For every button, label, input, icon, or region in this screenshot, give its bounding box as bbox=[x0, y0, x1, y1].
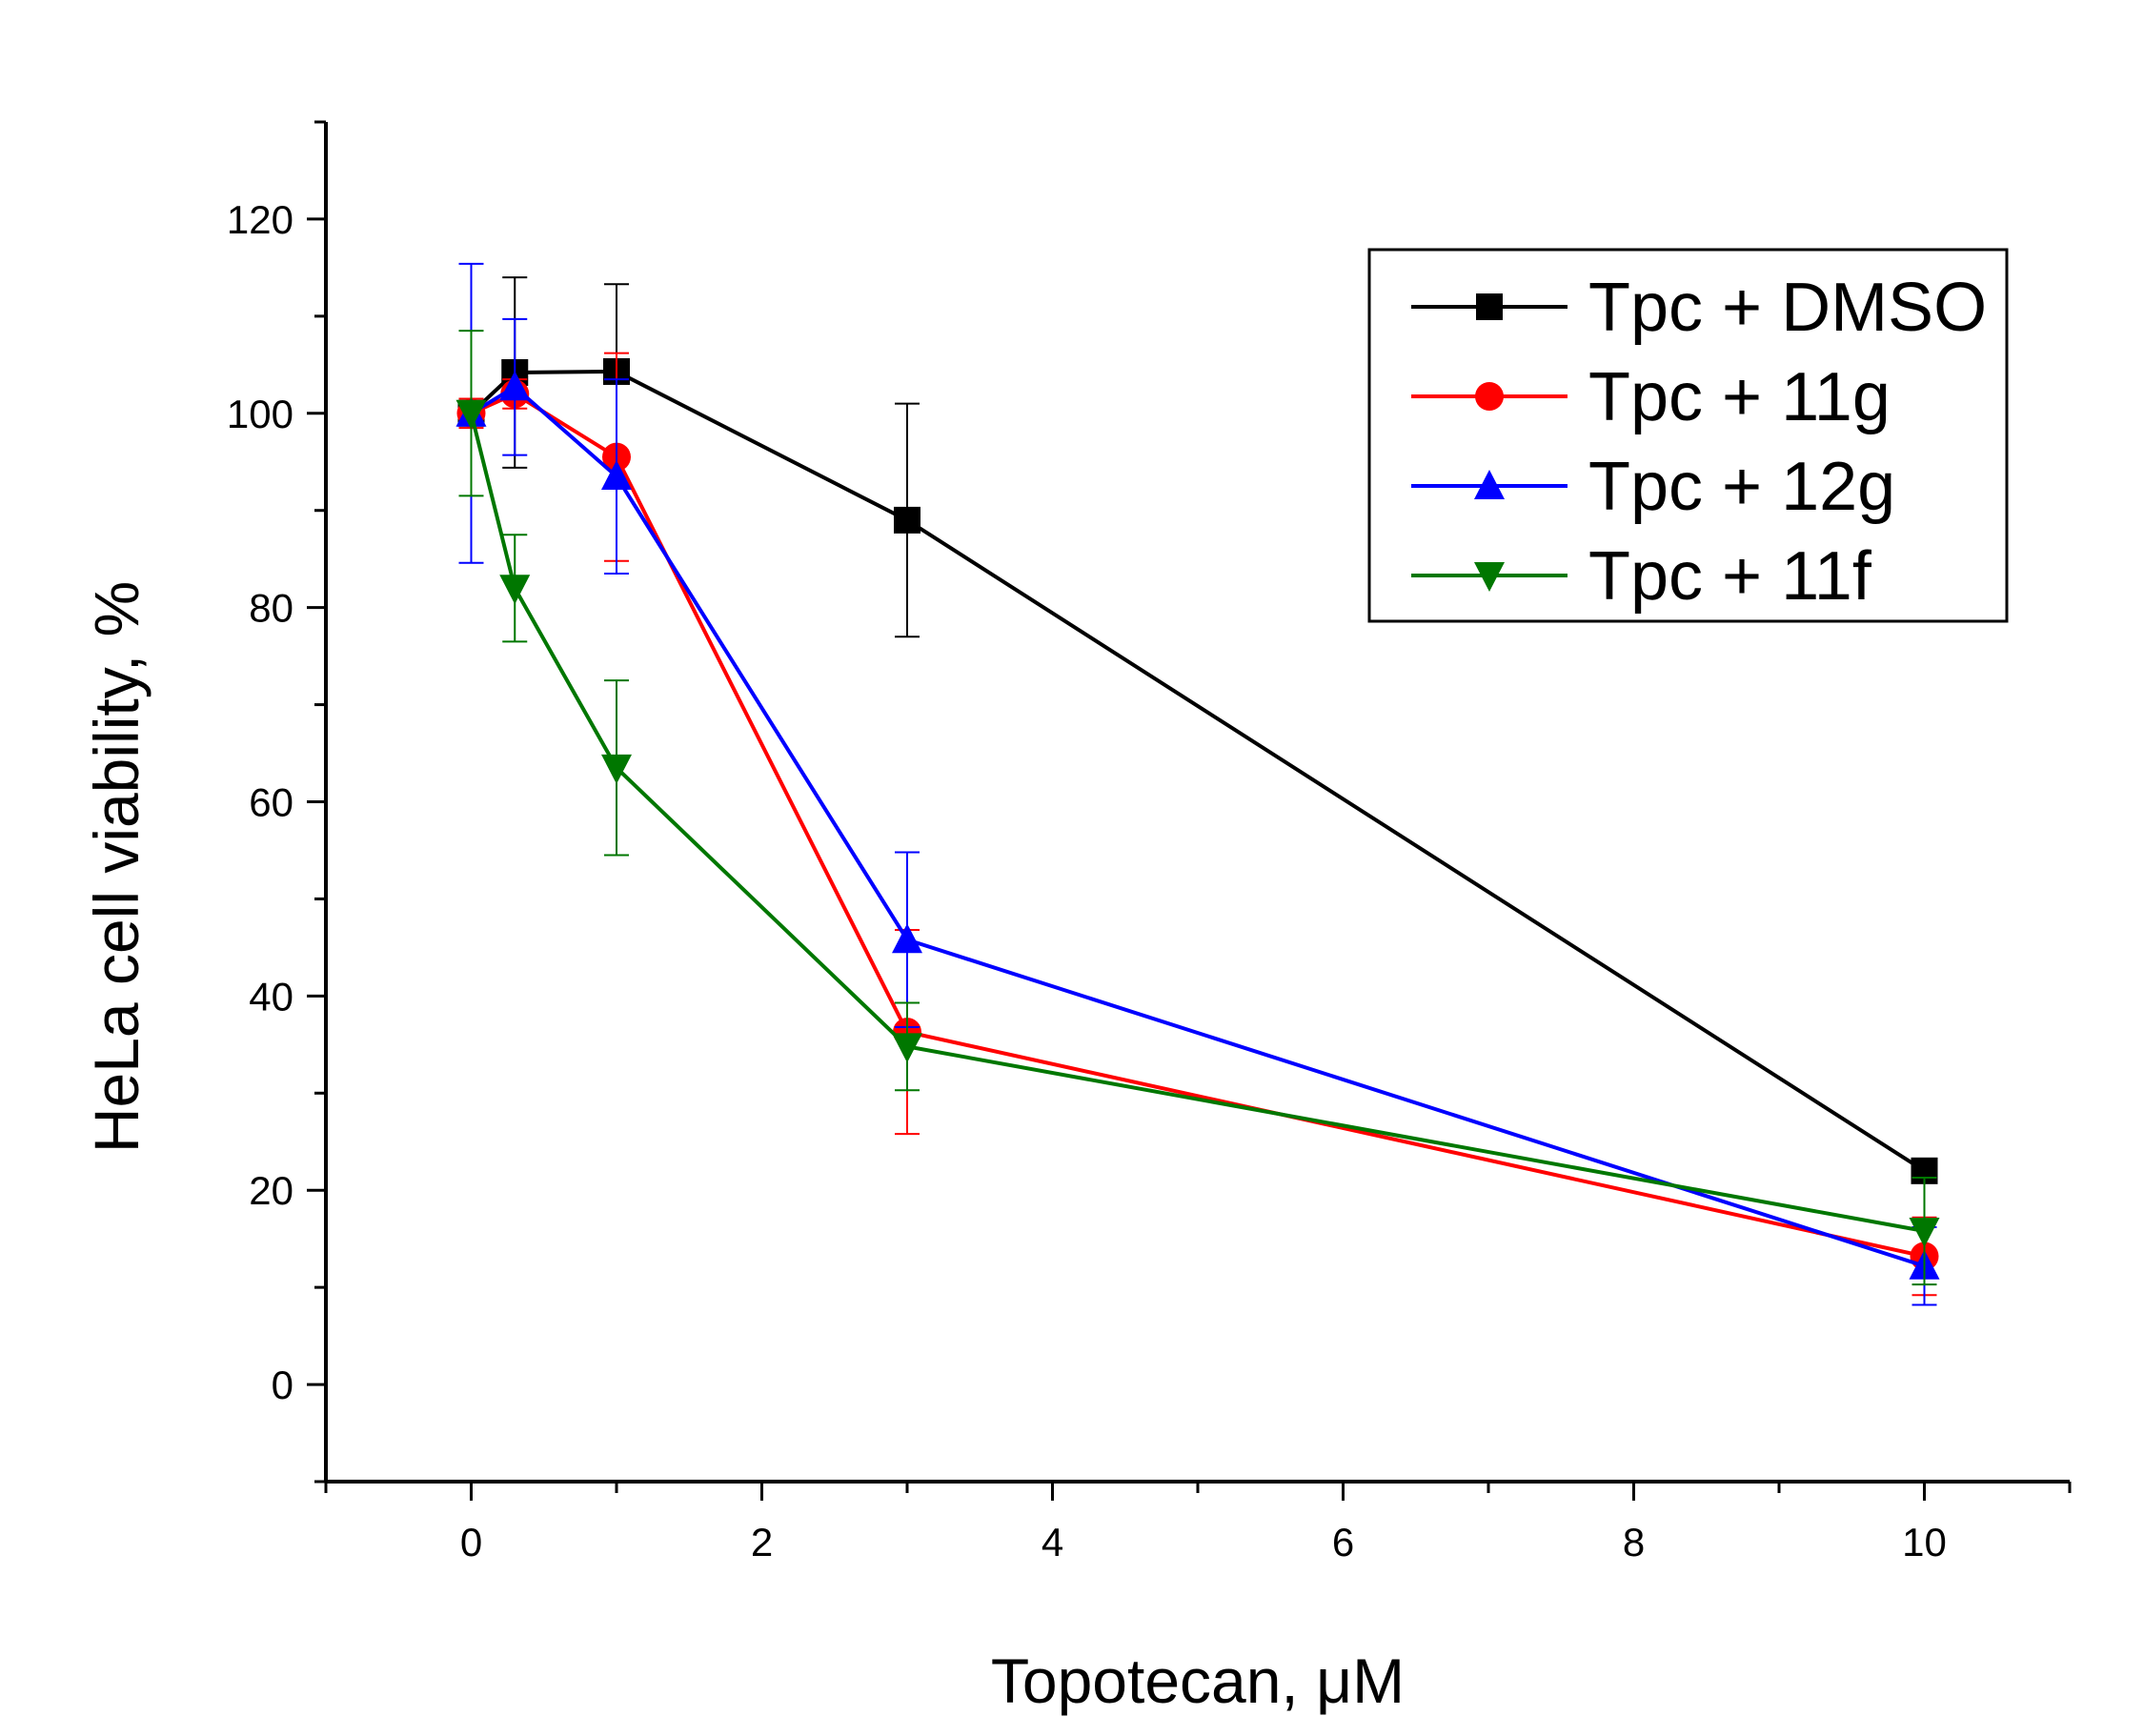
x-tick-label: 2 bbox=[751, 1520, 773, 1564]
legend-item-tpc-dmso: Tpc + DMSO bbox=[1411, 270, 1987, 346]
legend-marker bbox=[1475, 382, 1504, 411]
series-layer bbox=[455, 262, 1940, 1306]
legend: Tpc + DMSO Tpc + 11g Tpc + 12g Tpc + 11f bbox=[1367, 248, 2009, 623]
legend-label: Tpc + DMSO bbox=[1588, 270, 1987, 346]
data-point bbox=[455, 399, 487, 430]
x-tick-label: 4 bbox=[1042, 1520, 1063, 1564]
data-point bbox=[892, 1033, 922, 1063]
y-tick-label: 40 bbox=[249, 974, 293, 1019]
series-tpc-11f bbox=[455, 330, 1940, 1286]
x-tick-label: 10 bbox=[1902, 1520, 1947, 1564]
y-tick-label: 0 bbox=[272, 1363, 293, 1407]
legend-marker bbox=[1476, 293, 1503, 320]
legend-box bbox=[1367, 248, 2009, 623]
data-point bbox=[601, 754, 632, 784]
legend-label: Tpc + 11f bbox=[1588, 538, 1872, 615]
y-tick-label: 100 bbox=[227, 392, 293, 436]
x-tick-label: 6 bbox=[1332, 1520, 1354, 1564]
x-tick-label: 0 bbox=[460, 1520, 482, 1564]
legend-item-tpc-11f: Tpc + 11f bbox=[1411, 538, 1872, 615]
data-point bbox=[894, 506, 920, 534]
x-axis-title: Topotecan, μM bbox=[991, 1645, 1405, 1716]
y-tick-label: 20 bbox=[249, 1168, 293, 1213]
y-tick-label: 60 bbox=[249, 780, 293, 825]
legend-marker bbox=[1474, 470, 1505, 499]
y-axis-title: HeLa cell viability, % bbox=[81, 581, 152, 1153]
y-tick-label: 120 bbox=[227, 197, 293, 242]
data-point bbox=[499, 371, 531, 401]
y-tick-label: 80 bbox=[249, 586, 293, 631]
axes: 0 20 40 60 80 100 120 0 2 4 6 8 10 bbox=[227, 120, 2072, 1564]
legend-item-tpc-11g: Tpc + 11g bbox=[1411, 359, 1891, 435]
data-point bbox=[892, 923, 922, 954]
legend-marker bbox=[1474, 562, 1505, 592]
data-point bbox=[601, 460, 632, 491]
legend-label: Tpc + 12g bbox=[1588, 449, 1895, 525]
legend-label: Tpc + 11g bbox=[1588, 359, 1891, 435]
data-point bbox=[1909, 1218, 1940, 1248]
data-point bbox=[499, 575, 531, 605]
legend-item-tpc-12g: Tpc + 12g bbox=[1411, 449, 1895, 525]
x-tick-label: 8 bbox=[1623, 1520, 1645, 1564]
